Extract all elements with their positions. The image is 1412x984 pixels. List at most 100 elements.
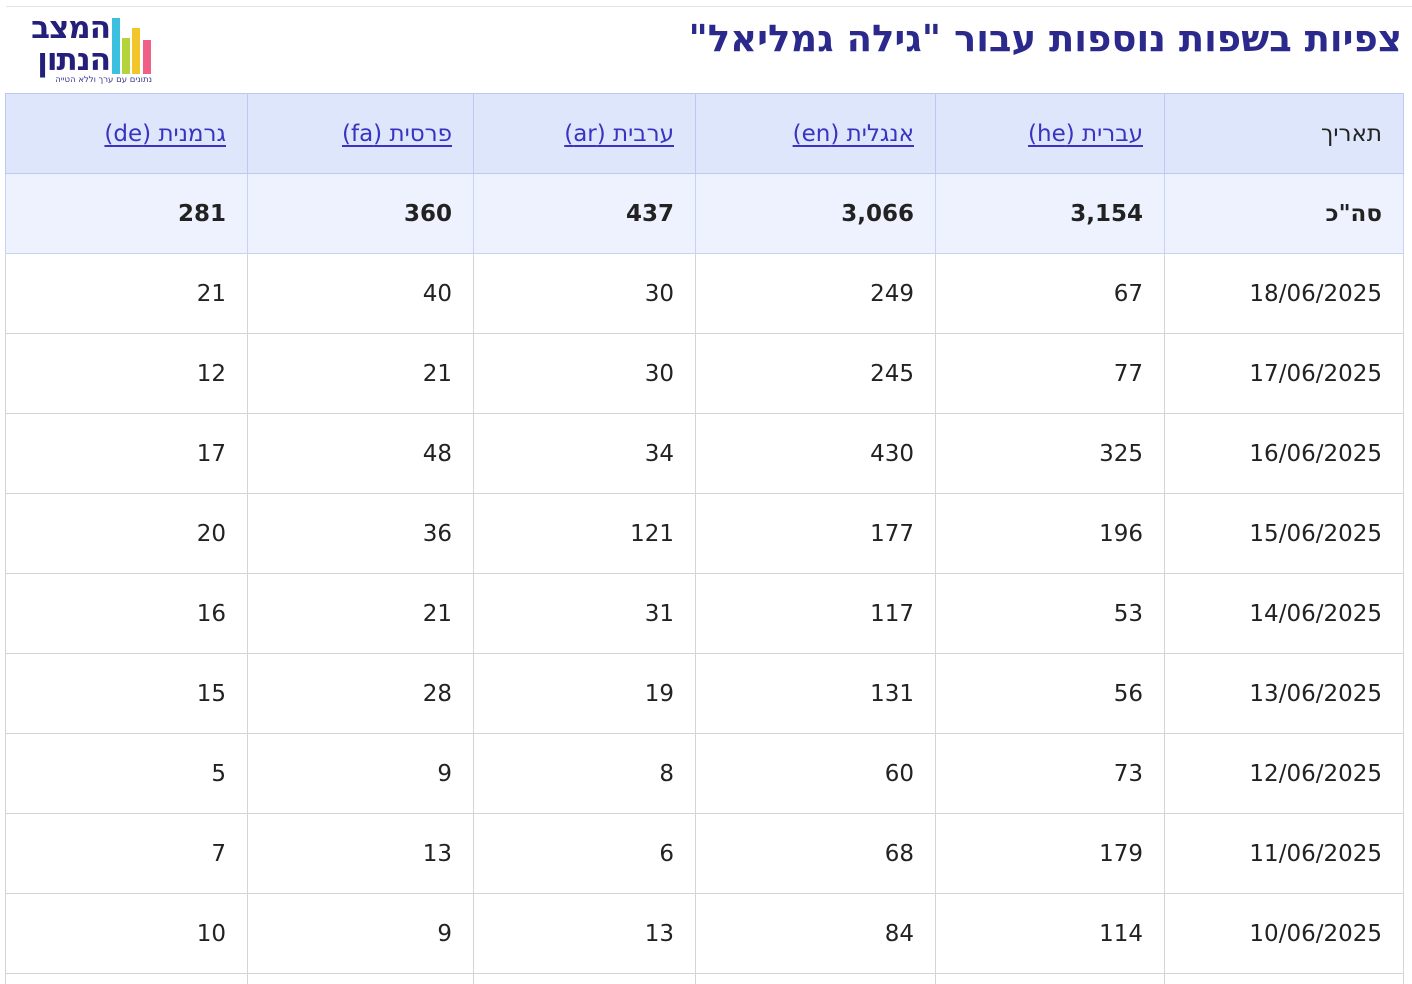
cell-date: 10/06/2025 xyxy=(1164,893,1404,974)
cell-de: 16 xyxy=(5,573,248,654)
cell-de: 5 xyxy=(5,733,248,814)
cell-fa: 36 xyxy=(247,493,474,574)
table-row: 12/06/2025 73 60 8 9 5 xyxy=(5,733,1404,814)
cell-fa: 9 xyxy=(247,733,474,814)
cell-he: 67 xyxy=(935,253,1165,334)
total-en: 3,066 xyxy=(695,173,936,254)
empty-cell xyxy=(1164,973,1404,984)
cell-de: 7 xyxy=(5,813,248,894)
table-row: 16/06/2025 325 430 34 48 17 xyxy=(5,413,1404,494)
cell-en: 430 xyxy=(695,413,936,494)
cell-date: 18/06/2025 xyxy=(1164,253,1404,334)
table-row: 11/06/2025 179 68 6 13 7 xyxy=(5,813,1404,894)
language-link-en[interactable]: אנגלית (en) xyxy=(792,120,914,147)
cell-de: 21 xyxy=(5,253,248,334)
column-header-fa: פרסית (fa) xyxy=(247,93,474,174)
table-row: 18/06/2025 67 249 30 40 21 xyxy=(5,253,1404,334)
cell-de: 20 xyxy=(5,493,248,574)
cell-he: 56 xyxy=(935,653,1165,734)
cell-he: 53 xyxy=(935,573,1165,654)
language-link-ar[interactable]: ערבית (ar) xyxy=(564,120,674,147)
empty-cell xyxy=(473,973,696,984)
cell-en: 68 xyxy=(695,813,936,894)
cell-fa: 40 xyxy=(247,253,474,334)
column-header-ar: ערבית (ar) xyxy=(473,93,696,174)
logo-line-2: הנתון xyxy=(37,42,111,78)
cell-ar: 34 xyxy=(473,413,696,494)
site-logo[interactable]: המצב הנתון נתונים עם ערך וללא הטייה xyxy=(6,12,152,88)
cell-en: 117 xyxy=(695,573,936,654)
total-row: סה"כ 3,154 3,066 437 360 281 xyxy=(5,173,1404,254)
cell-he: 73 xyxy=(935,733,1165,814)
cell-fa: 9 xyxy=(247,893,474,974)
cell-date: 17/06/2025 xyxy=(1164,333,1404,414)
cell-fa: 21 xyxy=(247,333,474,414)
cell-date: 12/06/2025 xyxy=(1164,733,1404,814)
cell-fa: 13 xyxy=(247,813,474,894)
column-header-en: אנגלית (en) xyxy=(695,93,936,174)
total-he: 3,154 xyxy=(935,173,1165,254)
logo-line-1: המצב xyxy=(31,10,111,46)
cell-ar: 13 xyxy=(473,893,696,974)
cell-date: 15/06/2025 xyxy=(1164,493,1404,574)
cell-de: 17 xyxy=(5,413,248,494)
column-header-date: תאריך xyxy=(1164,93,1404,174)
cell-fa: 48 xyxy=(247,413,474,494)
cell-ar: 30 xyxy=(473,253,696,334)
cell-ar: 30 xyxy=(473,333,696,414)
logo-wordmark: המצב הנתון xyxy=(6,10,111,78)
cell-en: 60 xyxy=(695,733,936,814)
page-title: צפיות בשפות נוספות עבור "גילה גמליאל" xyxy=(688,17,1403,60)
cell-de: 10 xyxy=(5,893,248,974)
cell-he: 179 xyxy=(935,813,1165,894)
cell-de: 12 xyxy=(5,333,248,414)
cell-he: 114 xyxy=(935,893,1165,974)
stats-table-container: תאריך עברית (he) אנגלית (en) ערבית (ar) … xyxy=(5,93,1404,984)
language-link-de[interactable]: גרמנית (de) xyxy=(104,120,226,147)
total-ar: 437 xyxy=(473,173,696,254)
cell-date: 16/06/2025 xyxy=(1164,413,1404,494)
cell-ar: 19 xyxy=(473,653,696,734)
cell-ar: 31 xyxy=(473,573,696,654)
cell-date: 11/06/2025 xyxy=(1164,813,1404,894)
language-link-he[interactable]: עברית (he) xyxy=(1028,120,1143,147)
empty-cell xyxy=(5,973,248,984)
language-views-table: תאריך עברית (he) אנגלית (en) ערבית (ar) … xyxy=(5,93,1404,984)
cell-ar: 8 xyxy=(473,733,696,814)
cell-date: 13/06/2025 xyxy=(1164,653,1404,734)
top-divider xyxy=(6,6,1412,7)
logo-bar xyxy=(143,40,151,74)
header: צפיות בשפות נוספות עבור "גילה גמליאל" המ… xyxy=(0,8,1412,94)
language-link-fa[interactable]: פרסית (fa) xyxy=(341,120,452,147)
cell-de: 15 xyxy=(5,653,248,734)
cell-he: 196 xyxy=(935,493,1165,574)
total-de: 281 xyxy=(5,173,248,254)
table-row: 14/06/2025 53 117 31 21 16 xyxy=(5,573,1404,654)
empty-cell xyxy=(695,973,936,984)
logo-bars-icon xyxy=(110,12,152,74)
table-row: 13/06/2025 56 131 19 28 15 xyxy=(5,653,1404,734)
table-row-partial xyxy=(5,973,1404,984)
logo-bar xyxy=(112,18,120,74)
empty-cell xyxy=(935,973,1165,984)
cell-ar: 6 xyxy=(473,813,696,894)
cell-ar: 121 xyxy=(473,493,696,574)
cell-he: 77 xyxy=(935,333,1165,414)
column-header-he: עברית (he) xyxy=(935,93,1165,174)
cell-fa: 21 xyxy=(247,573,474,654)
table-header-row: תאריך עברית (he) אנגלית (en) ערבית (ar) … xyxy=(5,93,1404,174)
table-row: 17/06/2025 77 245 30 21 12 xyxy=(5,333,1404,414)
cell-fa: 28 xyxy=(247,653,474,734)
cell-en: 84 xyxy=(695,893,936,974)
table-row: 15/06/2025 196 177 121 36 20 xyxy=(5,493,1404,574)
cell-date: 14/06/2025 xyxy=(1164,573,1404,654)
total-label: סה"כ xyxy=(1164,173,1404,254)
logo-tagline: נתונים עם ערך וללא הטייה xyxy=(55,75,152,85)
cell-he: 325 xyxy=(935,413,1165,494)
total-fa: 360 xyxy=(247,173,474,254)
table-row: 10/06/2025 114 84 13 9 10 xyxy=(5,893,1404,974)
logo-bar xyxy=(132,28,140,74)
cell-en: 131 xyxy=(695,653,936,734)
logo-bar xyxy=(122,38,130,74)
